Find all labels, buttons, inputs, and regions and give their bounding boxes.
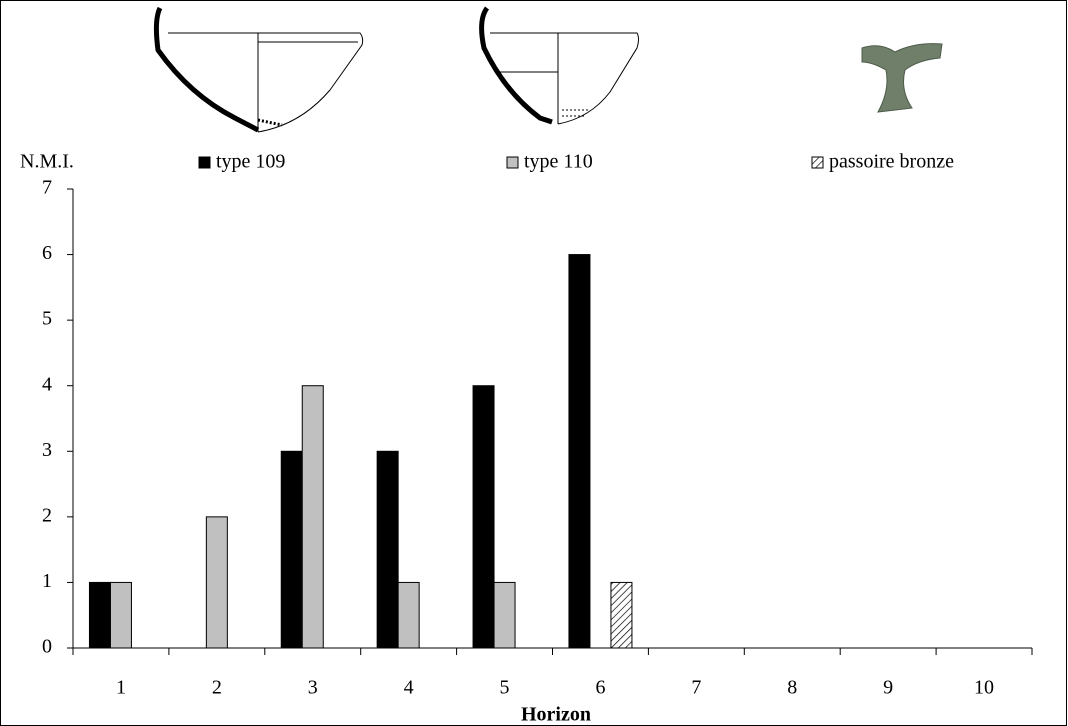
x-tick-label: 6 xyxy=(595,677,605,699)
bar xyxy=(109,581,132,649)
legend-swatch xyxy=(811,156,824,169)
bar xyxy=(205,516,228,649)
bar xyxy=(280,450,303,649)
y-tick-label: 2 xyxy=(42,504,52,526)
bar xyxy=(376,450,399,649)
x-tick-label: 8 xyxy=(787,677,797,699)
x-axis-title: Horizon xyxy=(521,704,591,726)
legend-label: type 109 xyxy=(216,151,285,173)
x-tick-label: 4 xyxy=(404,677,414,699)
bar xyxy=(472,385,495,649)
y-tick-label: 6 xyxy=(42,242,52,264)
bar xyxy=(493,581,516,649)
y-tick-label: 4 xyxy=(42,373,52,395)
bar xyxy=(610,581,633,649)
bar xyxy=(397,581,420,649)
illustration-passoire xyxy=(861,43,943,113)
x-tick-label: 3 xyxy=(308,677,318,699)
x-tick-label: 7 xyxy=(691,677,701,699)
x-tick-label: 2 xyxy=(212,677,222,699)
legend-swatch xyxy=(198,156,211,169)
illustration-type-109 xyxy=(153,6,364,133)
legend-label: type 110 xyxy=(524,151,593,173)
y-tick-label: 1 xyxy=(42,570,52,592)
x-tick-label: 1 xyxy=(116,677,126,699)
legend-swatch xyxy=(506,156,519,169)
x-tick-label: 5 xyxy=(500,677,510,699)
y-tick-label: 0 xyxy=(42,636,52,658)
x-tick-label: 10 xyxy=(974,677,994,699)
bar xyxy=(301,385,324,649)
illustration-type-110 xyxy=(479,6,639,125)
y-tick-label: 7 xyxy=(42,177,52,199)
legend-label: passoire bronze xyxy=(829,151,954,173)
y-tick-label: 3 xyxy=(42,439,52,461)
y-axis-title: N.M.I. xyxy=(20,151,74,173)
y-tick-label: 5 xyxy=(42,308,52,330)
x-tick-label: 9 xyxy=(883,677,893,699)
bar xyxy=(568,254,591,649)
bar xyxy=(88,581,111,649)
